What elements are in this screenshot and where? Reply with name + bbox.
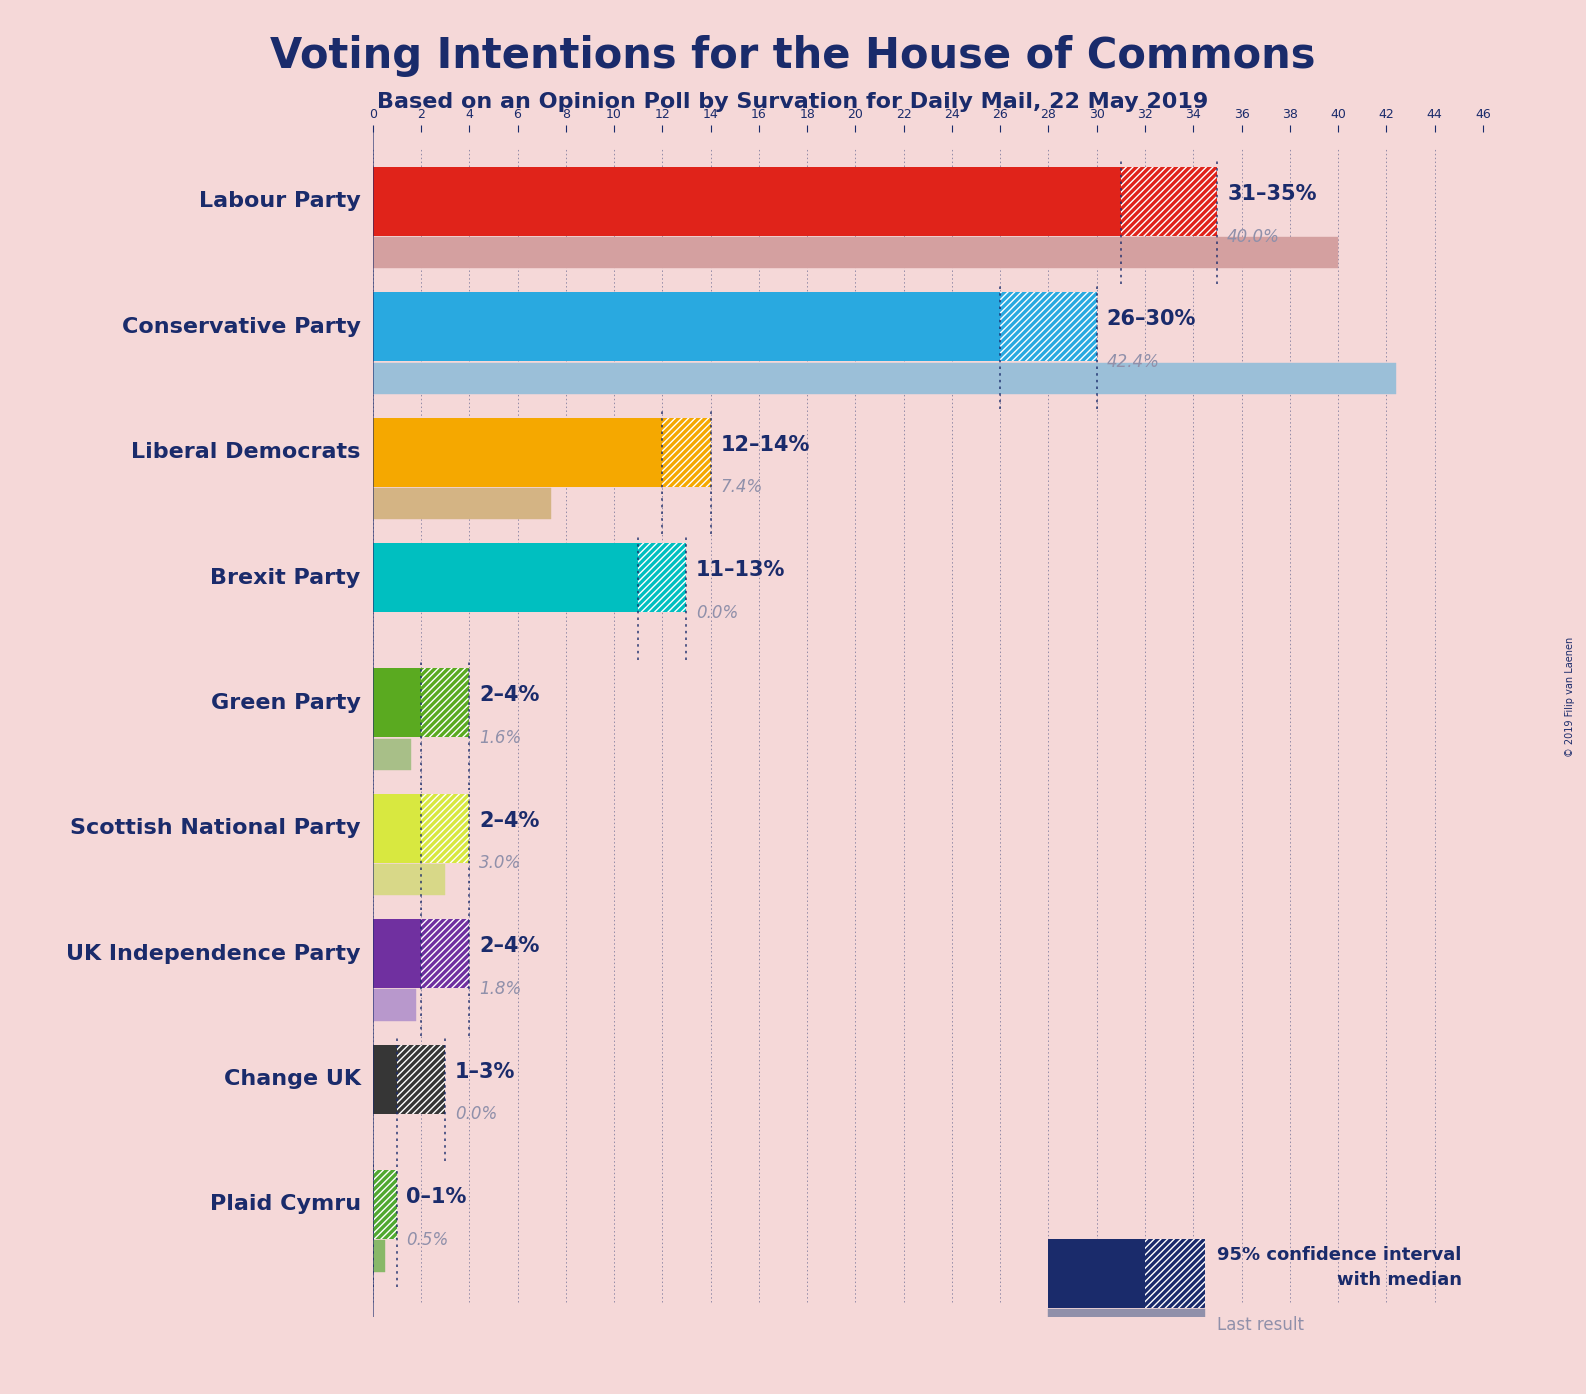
Bar bbox=[373, 990, 416, 1020]
Text: 42.4%: 42.4% bbox=[1107, 353, 1159, 371]
Text: 26–30%: 26–30% bbox=[1107, 309, 1196, 329]
Text: Green Party: Green Party bbox=[211, 693, 360, 712]
Bar bbox=[373, 1241, 385, 1271]
Text: Based on an Opinion Poll by Survation for Daily Mail, 22 May 2019: Based on an Opinion Poll by Survation fo… bbox=[377, 92, 1209, 112]
Bar bbox=[373, 544, 638, 612]
Text: Conservative Party: Conservative Party bbox=[122, 316, 360, 337]
Bar bbox=[373, 1241, 385, 1271]
Bar bbox=[373, 1170, 396, 1239]
Bar bbox=[373, 793, 420, 863]
Bar bbox=[420, 793, 469, 863]
Text: 3.0%: 3.0% bbox=[479, 855, 522, 873]
Bar bbox=[373, 919, 420, 988]
Bar bbox=[373, 237, 1339, 269]
Bar bbox=[1048, 1309, 1205, 1341]
Text: Last result: Last result bbox=[1218, 1316, 1304, 1334]
Bar bbox=[373, 362, 1396, 395]
Bar bbox=[663, 418, 711, 487]
Text: © 2019 Filip van Laenen: © 2019 Filip van Laenen bbox=[1565, 637, 1575, 757]
Bar bbox=[373, 739, 411, 769]
Text: 0.5%: 0.5% bbox=[406, 1231, 449, 1249]
Bar bbox=[1121, 167, 1218, 236]
Bar bbox=[373, 293, 1001, 361]
Bar bbox=[373, 864, 446, 895]
Text: 2–4%: 2–4% bbox=[479, 686, 539, 705]
Text: 95% confidence interval
with median: 95% confidence interval with median bbox=[1218, 1246, 1462, 1288]
Text: 0–1%: 0–1% bbox=[406, 1186, 466, 1207]
Bar bbox=[373, 488, 552, 519]
Text: 0.0%: 0.0% bbox=[455, 1105, 496, 1124]
Bar bbox=[1048, 1309, 1205, 1341]
Bar bbox=[373, 362, 1396, 395]
Text: 1.8%: 1.8% bbox=[479, 980, 522, 998]
Text: 7.4%: 7.4% bbox=[720, 478, 763, 496]
Bar bbox=[373, 167, 1121, 236]
Text: 40.0%: 40.0% bbox=[1228, 227, 1280, 245]
Bar bbox=[373, 669, 420, 737]
Bar bbox=[373, 864, 446, 895]
Bar bbox=[1001, 293, 1098, 361]
Bar bbox=[396, 1044, 446, 1114]
Text: Liberal Democrats: Liberal Democrats bbox=[132, 442, 360, 463]
Bar bbox=[373, 990, 416, 1020]
Bar bbox=[420, 919, 469, 988]
Text: 31–35%: 31–35% bbox=[1228, 184, 1316, 204]
Bar bbox=[373, 739, 411, 769]
Text: Labour Party: Labour Party bbox=[198, 191, 360, 212]
Bar bbox=[420, 669, 469, 737]
Text: 1–3%: 1–3% bbox=[455, 1062, 515, 1082]
Text: 0.0%: 0.0% bbox=[696, 604, 739, 622]
Text: 1.6%: 1.6% bbox=[479, 729, 522, 747]
Bar bbox=[373, 418, 663, 487]
Bar bbox=[373, 1044, 396, 1114]
Text: Scottish National Party: Scottish National Party bbox=[70, 818, 360, 838]
Text: Change UK: Change UK bbox=[224, 1069, 360, 1089]
Text: 2–4%: 2–4% bbox=[479, 937, 539, 956]
Bar bbox=[1048, 1239, 1145, 1308]
Text: Plaid Cymru: Plaid Cymru bbox=[209, 1195, 360, 1214]
Text: Voting Intentions for the House of Commons: Voting Intentions for the House of Commo… bbox=[270, 35, 1316, 77]
Text: UK Independence Party: UK Independence Party bbox=[67, 944, 360, 963]
Text: 2–4%: 2–4% bbox=[479, 811, 539, 831]
Bar bbox=[638, 544, 687, 612]
Bar bbox=[373, 488, 552, 519]
Bar bbox=[373, 237, 1339, 269]
Text: 12–14%: 12–14% bbox=[720, 435, 809, 454]
Bar bbox=[1145, 1239, 1205, 1308]
Text: 11–13%: 11–13% bbox=[696, 560, 785, 580]
Text: Brexit Party: Brexit Party bbox=[211, 567, 360, 587]
